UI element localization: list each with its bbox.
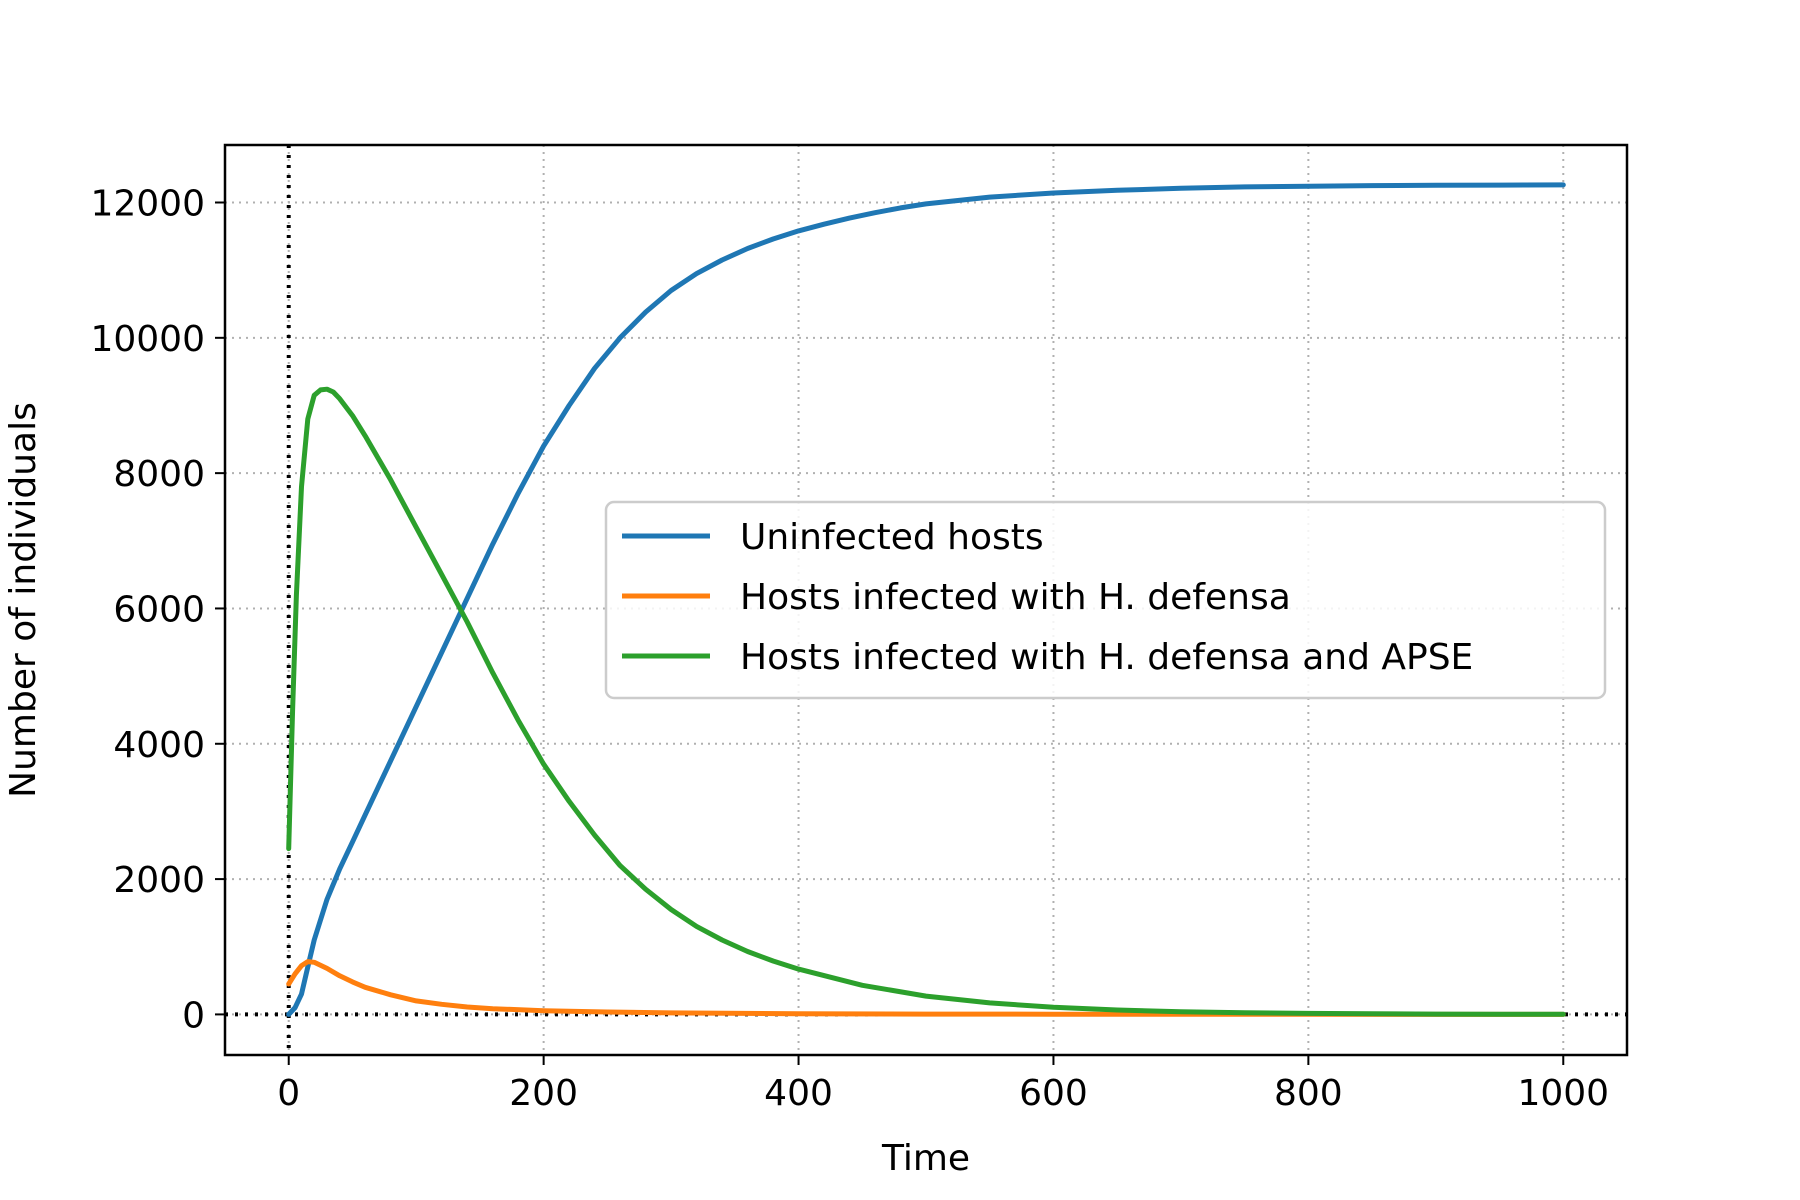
y-axis-title: Number of individuals: [3, 402, 44, 798]
series-line-h-defensa-apse: [286, 386, 1566, 1017]
x-tick-label: 600: [1019, 1073, 1088, 1114]
y-tick-label: 6000: [113, 589, 205, 630]
y-tick-label: 8000: [113, 454, 205, 495]
tick-labels: 0 200 400 600 800 100002000400060008000100001…: [90, 184, 1609, 1114]
legend: Uninfected hosts Hosts infected with H. …: [604, 500, 1607, 700]
x-tick-label: 800: [1274, 1073, 1343, 1114]
x-tick-label: 400: [764, 1073, 833, 1114]
series-line-h-defensa: [286, 959, 1566, 1017]
series-line-uninfected: [286, 182, 1566, 1017]
plot-frame: [223, 143, 1629, 1057]
legend-label-uninfected: Uninfected hosts: [740, 517, 1044, 558]
y-tick-label: 2000: [113, 860, 205, 901]
legend-label-h-defensa: Hosts infected with H. defensa: [740, 577, 1291, 618]
ticks: [215, 201, 1565, 1065]
series-lines: [286, 182, 1566, 1017]
x-tick-label: 200: [509, 1073, 578, 1114]
y-tick-label: 12000: [90, 184, 205, 225]
y-tick-label: 10000: [90, 319, 205, 360]
x-tick-label: 0: [277, 1073, 300, 1114]
legend-label-h-defensa-apse: Hosts infected with H. defensa and APSE: [740, 637, 1473, 678]
x-tick-label: 1000: [1517, 1073, 1609, 1114]
legend-box: [604, 500, 1607, 700]
y-tick-label: 0: [182, 995, 205, 1036]
x-axis-title: Time: [881, 1138, 970, 1179]
y-tick-label: 4000: [113, 725, 205, 766]
